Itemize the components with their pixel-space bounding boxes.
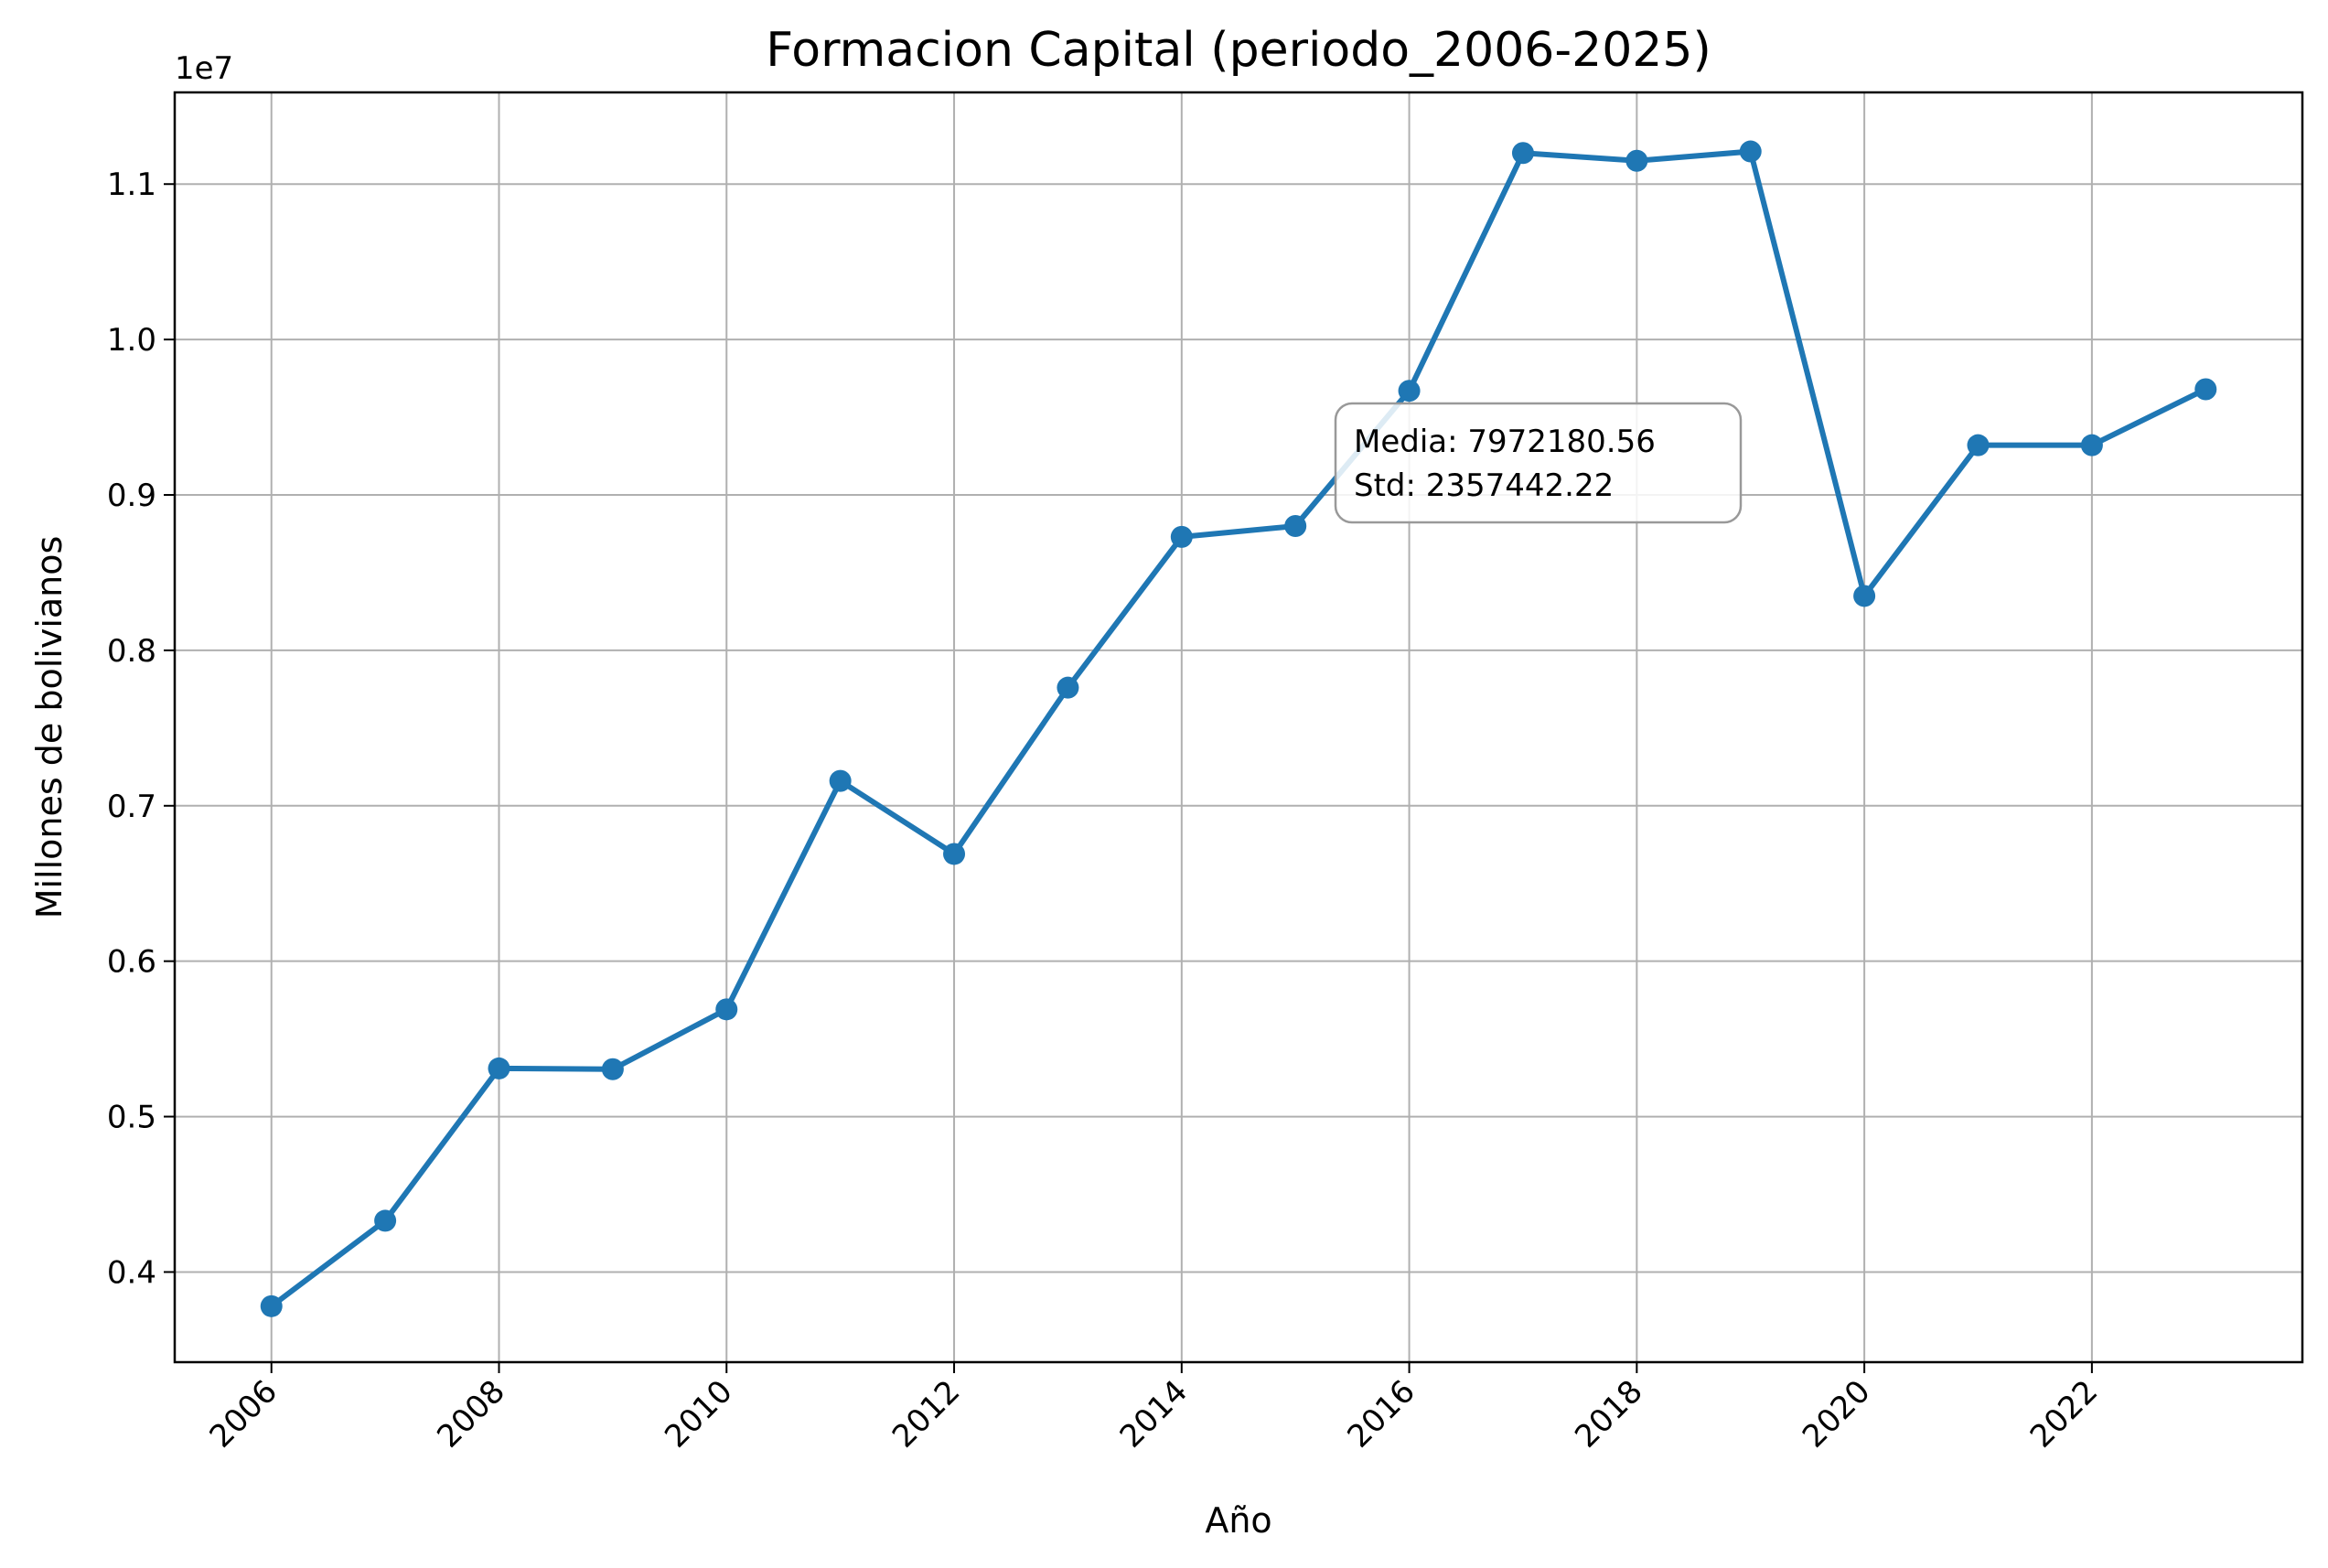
data-point: [2194, 378, 2217, 401]
stats-annotation: Media: 7972180.56 Std: 2357442.22: [1334, 402, 1743, 524]
y-tick-label: 1.1: [107, 166, 156, 203]
data-point: [1853, 585, 1876, 607]
data-point: [260, 1294, 283, 1317]
annotation-mean: Media: 7972180.56: [1354, 424, 1656, 460]
y-tick-label: 0.8: [107, 633, 156, 670]
data-point: [1284, 514, 1307, 537]
y-tick-label: 0.6: [107, 944, 156, 981]
data-point: [1739, 140, 1762, 163]
series-line: [268, 148, 2209, 1309]
chart-title: Formacion Capital (periodo_2006-2025): [766, 23, 1711, 78]
data-point: [1511, 142, 1534, 165]
data-point: [829, 769, 852, 792]
data-point: [1170, 525, 1193, 548]
data-point: [488, 1057, 510, 1079]
data-point: [715, 998, 738, 1021]
data-series: [260, 140, 2217, 1317]
y-axis-label: Millones de bolivianos: [29, 536, 70, 919]
data-point: [943, 843, 966, 865]
x-axis-label: Año: [1205, 1500, 1271, 1541]
data-point: [1967, 434, 1990, 456]
annotation-std: Std: 2357442.22: [1354, 467, 1614, 504]
data-point: [374, 1209, 397, 1232]
data-point: [1625, 149, 1648, 172]
y-tick-label: 1.0: [107, 322, 156, 359]
y-tick-label: 0.4: [107, 1254, 156, 1291]
y-tick-label: 0.9: [107, 478, 156, 514]
grid: [175, 92, 2302, 1362]
annotation-box: [1334, 402, 1743, 524]
data-point: [1398, 380, 1421, 403]
data-point: [2080, 434, 2103, 456]
y-tick-label: 0.5: [107, 1100, 156, 1136]
data-point: [1057, 676, 1079, 699]
y-tick-label: 0.7: [107, 789, 156, 825]
data-point: [601, 1058, 624, 1080]
y-offset-label: 1e7: [175, 50, 233, 87]
plot-frame: [173, 91, 2304, 1364]
